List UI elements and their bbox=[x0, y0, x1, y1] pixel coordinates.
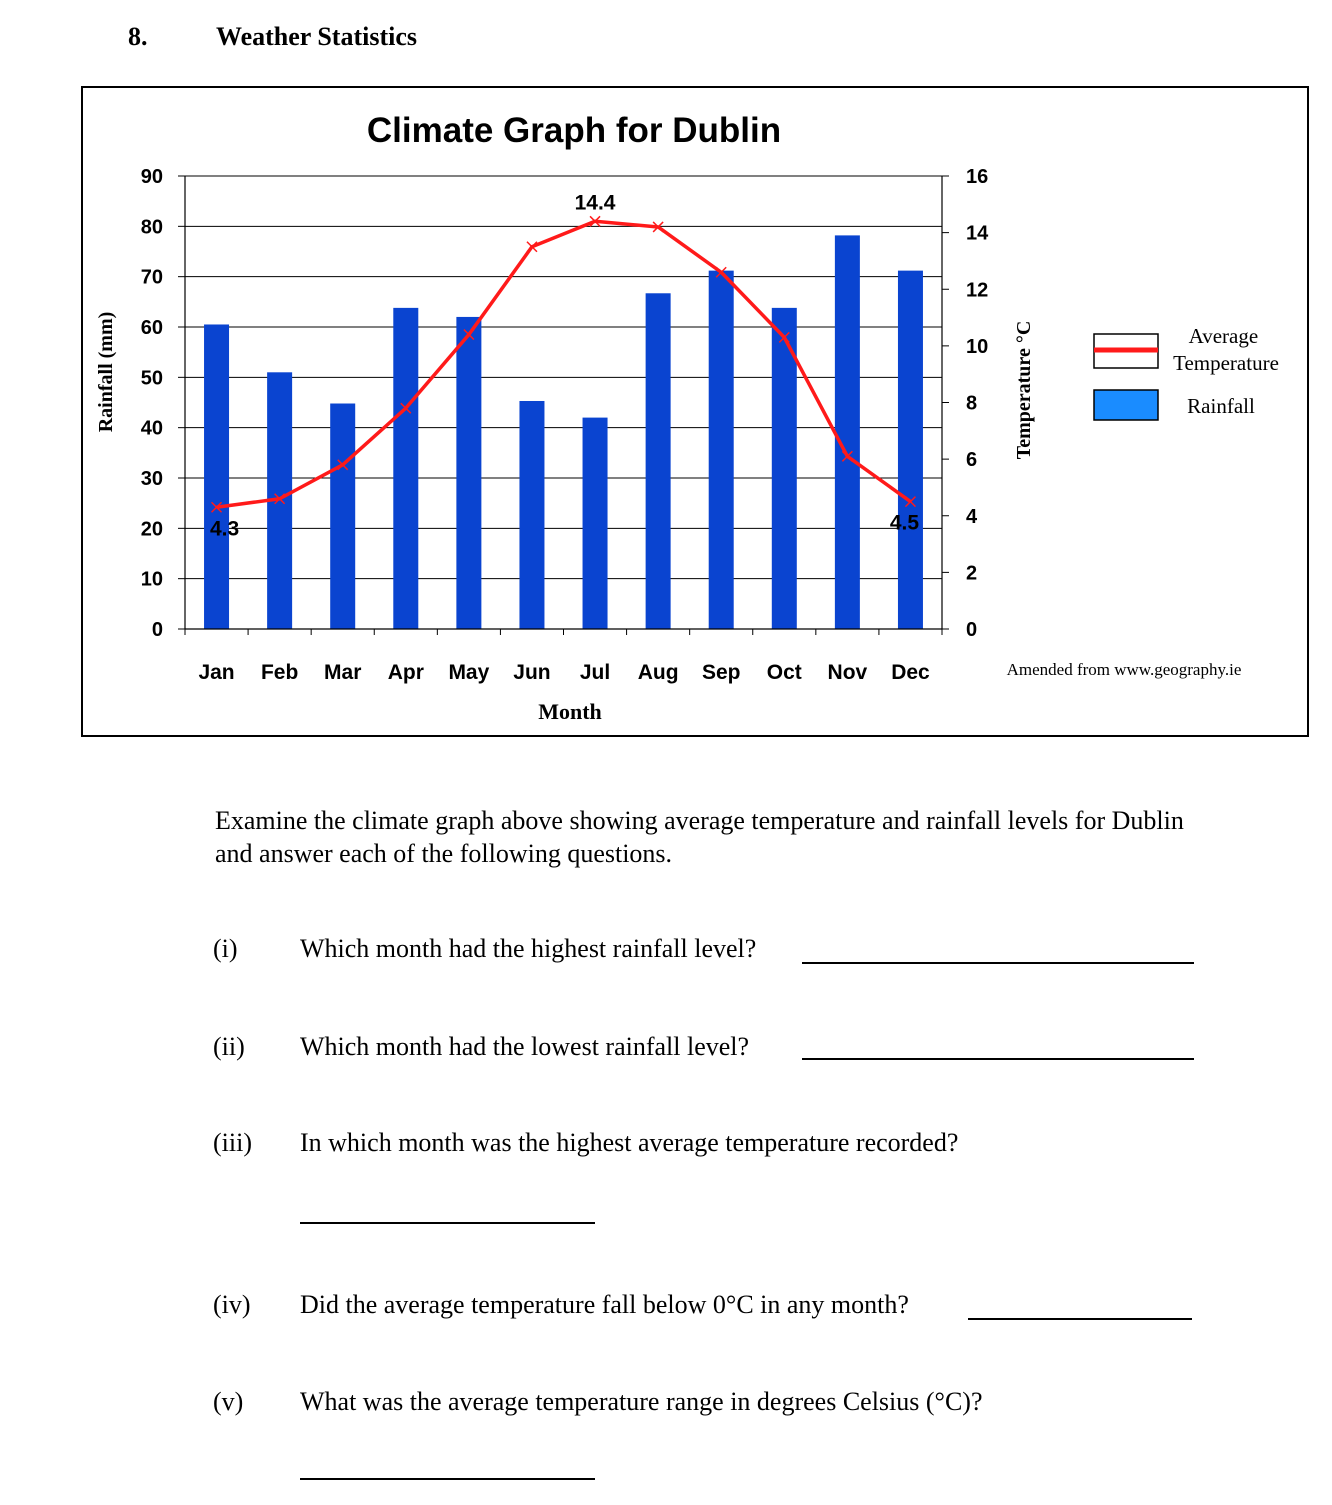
x-tick-label: Jun bbox=[513, 661, 550, 684]
question-number: 8. bbox=[128, 22, 148, 51]
right-axis-label: Temperature °C bbox=[1013, 321, 1035, 460]
question-label: (ii) bbox=[213, 1032, 245, 1061]
rainfall-bar bbox=[582, 417, 608, 629]
question-label: (i) bbox=[213, 934, 238, 963]
rainfall-bar bbox=[330, 403, 356, 629]
left-tick-label: 30 bbox=[141, 468, 163, 490]
left-tick-label: 70 bbox=[141, 267, 163, 289]
x-tick-label: Feb bbox=[261, 661, 298, 684]
right-tick-label: 4 bbox=[966, 506, 978, 528]
right-tick-label: 8 bbox=[966, 393, 977, 415]
source-note: Amended from www.geography.ie bbox=[1007, 660, 1242, 679]
temperature-point bbox=[778, 331, 790, 343]
right-tick-label: 6 bbox=[966, 449, 977, 471]
axes: 0 10 20 30 40 50 60 70 80 90 0 2 4 6 8 10 12 14 16 Jan Feb Ma… bbox=[141, 166, 989, 684]
question-title: Weather Statistics bbox=[216, 22, 417, 51]
right-tick-label: 0 bbox=[966, 619, 977, 641]
x-tick-label: Dec bbox=[891, 661, 930, 684]
temperature-point bbox=[715, 266, 727, 278]
left-tick-label: 10 bbox=[141, 569, 163, 591]
answer-line-i[interactable] bbox=[802, 962, 1194, 964]
rainfall-bar bbox=[519, 400, 545, 629]
temperature-data-label: 4.5 bbox=[890, 512, 920, 535]
question-label: (iv) bbox=[213, 1290, 251, 1319]
x-tick-label: Aug bbox=[638, 661, 679, 684]
temperature-point bbox=[841, 450, 853, 462]
rainfall-bar bbox=[834, 235, 860, 630]
answer-line-ii[interactable] bbox=[802, 1058, 1194, 1060]
rainfall-bar bbox=[897, 270, 923, 629]
right-tick-label: 2 bbox=[966, 562, 977, 584]
rainfall-bar bbox=[456, 316, 482, 629]
left-tick-label: 0 bbox=[152, 619, 163, 641]
legend: Average Temperature Rainfall bbox=[1093, 324, 1279, 421]
question-i: (i) Which month had the highest rainfall… bbox=[0, 934, 1332, 974]
left-tick-label: 80 bbox=[141, 216, 163, 238]
rainfall-bars bbox=[204, 235, 923, 630]
chart-frame bbox=[81, 86, 1309, 737]
rainfall-bar bbox=[771, 307, 797, 629]
x-tick-label: Jan bbox=[198, 661, 234, 684]
left-tick-label: 50 bbox=[141, 367, 163, 389]
right-tick-label: 12 bbox=[966, 279, 988, 301]
temperature-point bbox=[337, 459, 349, 471]
legend-temperature-line2: Temperature bbox=[1173, 351, 1279, 375]
x-tick-label: Sep bbox=[702, 661, 741, 684]
left-axis-label: Rainfall (mm) bbox=[95, 312, 117, 433]
intro-text: Examine the climate graph above showing … bbox=[215, 806, 1184, 868]
temperature-polyline bbox=[216, 219, 912, 509]
temperature-data-label: 4.3 bbox=[210, 517, 239, 540]
rainfall-bar bbox=[393, 307, 419, 629]
temperature-point bbox=[211, 501, 223, 513]
temperature-data-label: 14.4 bbox=[575, 191, 616, 214]
left-tick-label: 40 bbox=[141, 418, 163, 440]
climate-chart: Climate Graph for Dublin 010203040506070… bbox=[95, 111, 1279, 724]
x-tick-label: Oct bbox=[767, 661, 802, 684]
temperature-point bbox=[652, 221, 664, 233]
answer-line-iii[interactable] bbox=[300, 1222, 595, 1224]
left-tick-label: 60 bbox=[141, 317, 163, 339]
x-tick-label: Jul bbox=[580, 661, 610, 684]
x-axis-label: Month bbox=[538, 699, 602, 724]
legend-temperature-line1: Average bbox=[1189, 324, 1259, 348]
question-iii: (iii) In which month was the highest ave… bbox=[0, 1128, 1332, 1168]
chart-title: Climate Graph for Dublin bbox=[367, 111, 781, 150]
temperature-point bbox=[274, 493, 286, 505]
rainfall-bar bbox=[708, 270, 734, 629]
temperature-line bbox=[211, 215, 916, 513]
x-tick-label: Mar bbox=[324, 661, 361, 684]
question-text: Did the average temperature fall below 0… bbox=[300, 1290, 909, 1319]
question-label: (v) bbox=[213, 1387, 244, 1416]
x-tick-label: May bbox=[448, 661, 489, 684]
temperature-point bbox=[400, 402, 412, 414]
question-text: In which month was the highest average t… bbox=[300, 1128, 959, 1157]
question-iv: (iv) Did the average temperature fall be… bbox=[0, 1290, 1332, 1330]
question-v: (v) What was the average temperature ran… bbox=[0, 1387, 1332, 1427]
right-tick-label: 14 bbox=[966, 223, 989, 245]
left-tick-label: 90 bbox=[141, 166, 163, 188]
temperature-point bbox=[526, 241, 538, 253]
question-text: What was the average temperature range i… bbox=[300, 1387, 983, 1416]
temperature-point bbox=[904, 496, 916, 508]
left-tick-label: 20 bbox=[141, 518, 163, 540]
right-tick-label: 10 bbox=[966, 336, 988, 358]
legend-rainfall-label: Rainfall bbox=[1187, 394, 1255, 418]
x-tick-label: Nov bbox=[828, 661, 868, 684]
legend-temperature-label: Average Temperature bbox=[1173, 324, 1279, 375]
rainfall-bar bbox=[645, 293, 671, 629]
temperature-point bbox=[463, 329, 475, 341]
question-text: Which month had the lowest rainfall leve… bbox=[300, 1032, 750, 1061]
gridlines bbox=[185, 175, 942, 580]
data-labels: 4.3 14.4 4.5 bbox=[210, 191, 919, 540]
answer-line-v[interactable] bbox=[300, 1478, 595, 1480]
right-tick-label: 16 bbox=[966, 166, 988, 188]
question-ii: (ii) Which month had the lowest rainfall… bbox=[0, 1032, 1332, 1072]
question-label: (iii) bbox=[213, 1128, 252, 1157]
rainfall-bar bbox=[204, 324, 230, 629]
answer-line-iv[interactable] bbox=[968, 1318, 1192, 1320]
temperature-point bbox=[589, 215, 601, 227]
question-text: Which month had the highest rainfall lev… bbox=[300, 934, 757, 963]
x-tick-label: Apr bbox=[388, 661, 424, 684]
legend-rainfall-swatch bbox=[1093, 389, 1159, 421]
